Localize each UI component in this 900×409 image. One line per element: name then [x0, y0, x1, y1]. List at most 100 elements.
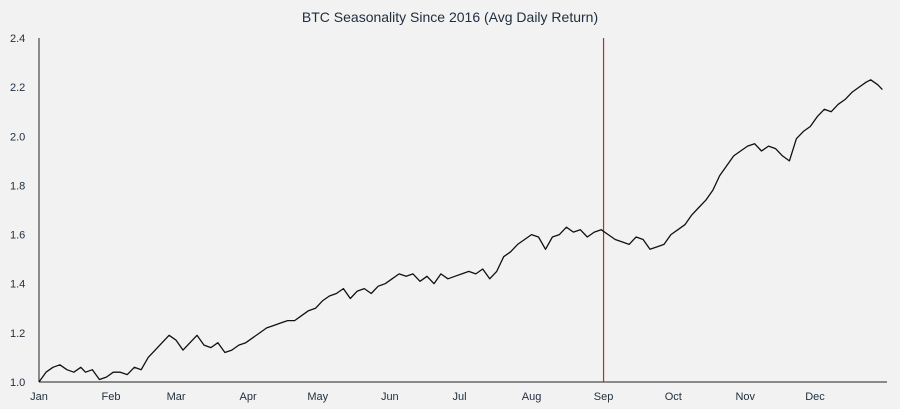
data-point — [453, 275, 456, 278]
y-tick-label: 1.4 — [10, 279, 25, 291]
data-point — [544, 248, 547, 251]
data-point — [739, 150, 742, 153]
data-point — [607, 233, 610, 236]
data-point — [851, 91, 854, 94]
data-point — [342, 287, 345, 290]
data-point — [621, 240, 624, 243]
data-point — [161, 341, 164, 344]
data-point — [251, 336, 254, 339]
x-axis: Jan Feb Mar Apr May Jun Jul Aug Sep Oct Nov Dec — [30, 391, 825, 403]
data-point — [307, 309, 310, 312]
x-tick-label: Jul — [452, 391, 466, 403]
data-point — [530, 233, 533, 236]
data-point — [725, 164, 728, 167]
data-point — [112, 371, 115, 374]
data-point — [189, 341, 192, 344]
data-point — [65, 368, 68, 371]
data-point — [147, 356, 150, 359]
data-point — [537, 236, 540, 239]
y-tick-label: 1.2 — [10, 328, 25, 340]
x-tick-label: May — [307, 391, 328, 403]
data-point — [258, 331, 261, 334]
data-point — [523, 238, 526, 241]
data-point — [676, 228, 679, 231]
data-point — [391, 277, 394, 280]
data-point — [683, 223, 686, 226]
data-point — [44, 371, 47, 374]
data-point — [628, 243, 631, 246]
data-point — [579, 228, 582, 231]
data-point — [446, 277, 449, 280]
data-point — [495, 270, 498, 273]
data-point — [635, 236, 638, 239]
data-point — [781, 154, 784, 157]
data-point — [202, 344, 205, 347]
data-point — [377, 285, 380, 288]
data-point — [655, 245, 658, 248]
data-point — [405, 275, 408, 278]
data-point — [79, 366, 82, 369]
data-point — [98, 378, 101, 381]
data-point — [314, 307, 317, 310]
data-point — [509, 250, 512, 253]
data-point — [356, 290, 359, 293]
data-point — [230, 349, 233, 352]
data-point — [432, 282, 435, 285]
data-point — [823, 108, 826, 111]
x-tick-label: Oct — [665, 391, 682, 403]
data-point — [237, 344, 240, 347]
data-point — [175, 339, 178, 342]
data-point — [209, 346, 212, 349]
data-point — [669, 233, 672, 236]
x-tick-label: Apr — [240, 391, 257, 403]
y-tick-label: 1.6 — [10, 230, 25, 242]
data-point — [293, 319, 296, 322]
y-tick-label: 1.8 — [10, 180, 25, 192]
data-point — [474, 272, 477, 275]
data-point — [746, 145, 749, 148]
data-point — [84, 371, 87, 374]
data-point — [711, 189, 714, 192]
data-point — [349, 297, 352, 300]
data-point — [335, 292, 338, 295]
data-point — [774, 147, 777, 150]
data-point — [586, 236, 589, 239]
series-group — [38, 78, 883, 384]
data-point — [869, 78, 872, 81]
data-point — [760, 150, 763, 153]
data-point — [140, 368, 143, 371]
data-point — [704, 199, 707, 202]
data-point — [182, 349, 185, 352]
x-tick-label: Aug — [522, 391, 542, 403]
data-point — [649, 248, 652, 251]
data-point — [600, 228, 603, 231]
data-point — [105, 376, 108, 379]
data-point — [300, 314, 303, 317]
data-point — [398, 272, 401, 275]
y-tick-label: 2.0 — [10, 131, 25, 143]
data-point — [516, 243, 519, 246]
data-point — [642, 238, 645, 241]
data-point — [321, 299, 324, 302]
data-point — [38, 381, 41, 384]
data-point — [265, 326, 268, 329]
data-point — [809, 125, 812, 128]
data-point — [816, 115, 819, 118]
y-tick-label: 2.2 — [10, 82, 25, 94]
data-point — [467, 270, 470, 273]
data-point — [51, 366, 54, 369]
data-point — [133, 366, 136, 369]
data-point — [126, 373, 129, 376]
data-point — [363, 287, 366, 290]
data-point — [119, 371, 122, 374]
data-point — [690, 213, 693, 216]
data-point — [91, 368, 94, 371]
data-point — [614, 238, 617, 241]
data-point — [195, 334, 198, 337]
data-point — [558, 233, 561, 236]
data-point — [223, 351, 226, 354]
data-point — [481, 267, 484, 270]
data-point — [412, 272, 415, 275]
data-point — [72, 371, 75, 374]
